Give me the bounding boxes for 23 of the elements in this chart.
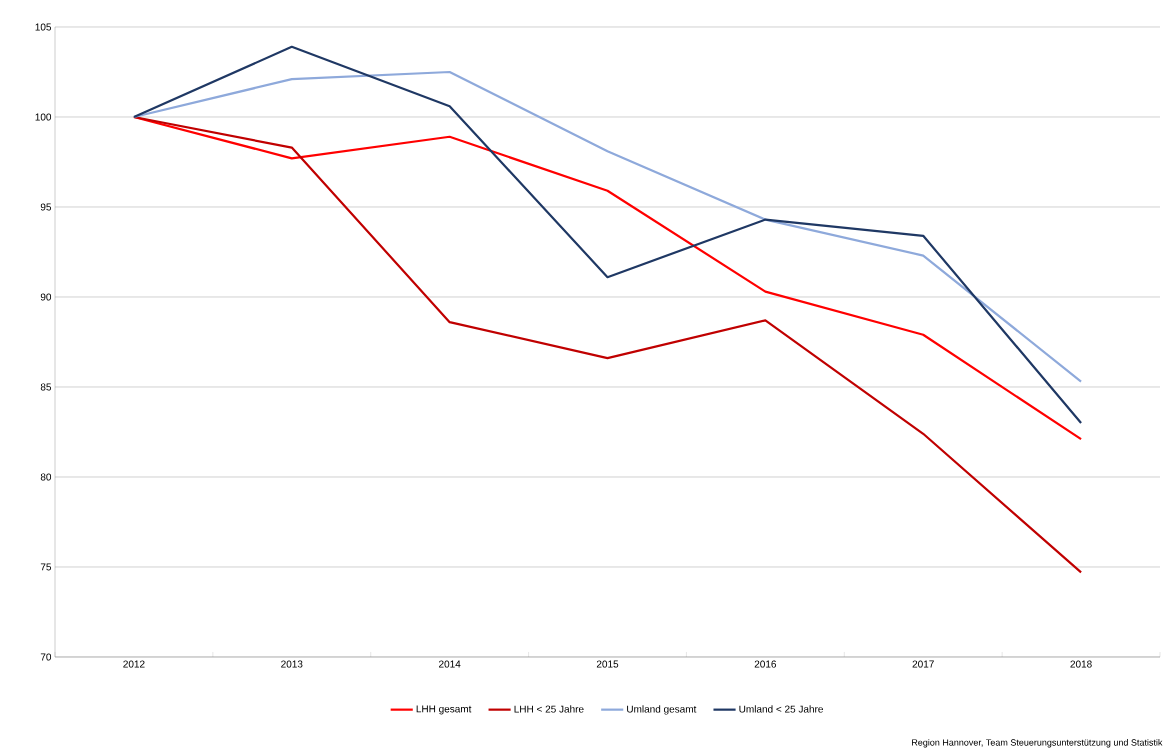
legend-label: LHH gesamt <box>416 705 472 715</box>
y-tick-label: 75 <box>40 563 52 571</box>
x-tick-label: 2016 <box>754 660 777 668</box>
legend-label: LHH < 25 Jahre <box>514 705 584 713</box>
y-tick-label: 105 <box>35 23 52 31</box>
line-series <box>132 45 1083 425</box>
y-tick-label: 95 <box>40 203 52 211</box>
x-tick-label: 2018 <box>1070 660 1092 668</box>
line-series <box>132 70 1083 383</box>
y-tick-label: 80 <box>40 473 52 481</box>
y-tick-label: 100 <box>35 113 52 121</box>
line-series <box>132 115 1083 441</box>
x-tick-label: 2012 <box>123 660 145 668</box>
y-tick-label: 90 <box>40 293 52 301</box>
y-tick-label: 85 <box>40 383 52 391</box>
x-tick-label: 2015 <box>596 660 619 668</box>
x-tick-label: 2014 <box>439 660 461 668</box>
x-tick-label: 2017 <box>912 660 934 668</box>
x-tick-label: 2013 <box>281 660 303 668</box>
legend-label: Umland < 25 Jahre <box>739 705 823 713</box>
legend-label: Umland gesamt <box>627 705 697 715</box>
y-tick-label: 70 <box>40 653 52 661</box>
text: Region Hannover, Team Steuerungsunterstützung und Statistik <box>912 739 1163 748</box>
